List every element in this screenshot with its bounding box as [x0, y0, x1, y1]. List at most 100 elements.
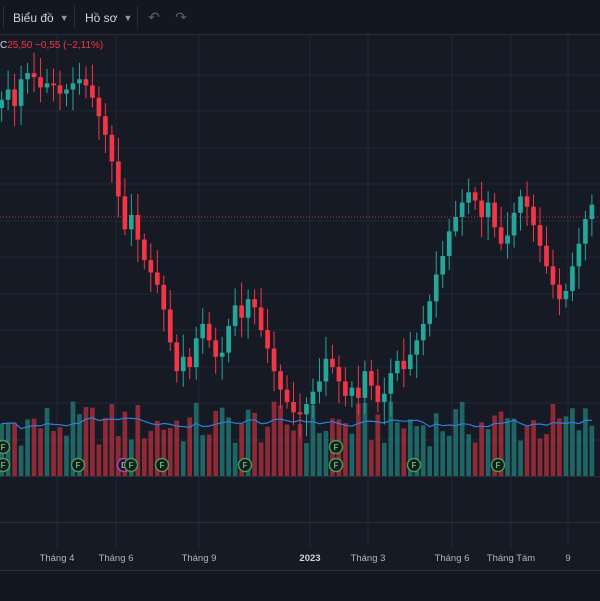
event-marker	[490, 457, 506, 473]
time-axis[interactable]: Tháng 4 Tháng 6 Tháng 9 2023 Tháng 3 Thá…	[0, 548, 600, 570]
redo-icon[interactable]: ↷	[175, 9, 187, 25]
candle-body	[407, 354, 413, 370]
volume-bar	[187, 417, 193, 476]
volume-bar	[200, 435, 206, 476]
volume-bar	[213, 410, 219, 476]
volume-bar	[310, 405, 316, 476]
volume-bar	[362, 403, 368, 476]
volume-bar	[466, 434, 471, 476]
candle-body	[245, 299, 251, 318]
candle-body	[343, 381, 348, 396]
volume-bar	[167, 428, 173, 476]
volume-bar	[485, 429, 491, 476]
volume-bar	[401, 428, 407, 476]
event-marker-label: F	[334, 443, 339, 452]
volume-bar	[550, 403, 556, 476]
candle-body	[200, 323, 206, 339]
candle-body	[570, 266, 575, 291]
volume-bar	[291, 430, 296, 476]
volume-bar	[18, 445, 24, 476]
bottom-toolbar	[0, 570, 600, 601]
volume-bar	[518, 440, 523, 476]
volume-bar	[557, 418, 562, 476]
volume-bar	[25, 419, 30, 476]
volume-bar	[174, 420, 180, 476]
volume-bar	[589, 425, 595, 476]
volume-bar	[180, 441, 186, 476]
volume-bar	[537, 438, 543, 476]
volume-ma-line	[1, 417, 592, 430]
event-marker	[123, 457, 139, 473]
volume-bar	[77, 414, 82, 476]
volume-bar	[414, 426, 420, 476]
candle-body	[485, 202, 491, 217]
event-marker	[0, 457, 11, 473]
candle-body	[239, 305, 244, 318]
candle-body	[213, 340, 219, 357]
volume-bar	[239, 423, 244, 476]
undo-icon[interactable]: ↶	[148, 9, 160, 25]
volume-bar	[583, 408, 588, 476]
candle-body	[77, 79, 82, 84]
volume-bar	[129, 439, 134, 476]
chevron-down-icon: ▼	[59, 13, 69, 23]
chart-menu-button[interactable]: Biểu đồ ▼	[13, 8, 69, 28]
volume-bar	[576, 430, 582, 476]
volume-bar	[206, 434, 212, 476]
candle-body	[187, 356, 193, 368]
pane-divider[interactable]	[0, 522, 600, 523]
candle-body	[219, 352, 225, 357]
candle-body	[38, 77, 43, 88]
volume-bar	[141, 438, 147, 476]
volume-bar	[381, 442, 387, 476]
candle-body	[498, 227, 504, 244]
candle-body	[206, 323, 212, 341]
volume-bar	[90, 407, 95, 476]
volume-bar	[44, 407, 50, 476]
candle-body	[103, 116, 108, 135]
volume-bar	[427, 446, 433, 476]
candle-body	[583, 219, 588, 244]
volume-bar	[258, 442, 264, 476]
volume-bar	[453, 409, 459, 476]
candle-body	[440, 256, 446, 275]
x-tick: Tháng 9	[181, 553, 217, 564]
candle-body	[174, 342, 180, 372]
candle-body	[167, 309, 173, 343]
candle-body	[284, 389, 290, 402]
candle-body	[64, 89, 69, 94]
event-marker	[237, 457, 253, 473]
event-marker	[70, 457, 86, 473]
candle-body	[420, 323, 426, 341]
profile-menu-button[interactable]: Hồ sơ ▼	[85, 8, 132, 28]
candle-body	[531, 206, 536, 226]
volume-bar	[479, 422, 484, 476]
volume-bar	[83, 407, 89, 476]
candle-body	[297, 412, 303, 415]
candle-body	[141, 239, 147, 261]
volume-bar	[232, 442, 238, 476]
volume-bar	[356, 403, 361, 476]
candle-body	[180, 356, 186, 372]
candle-body	[362, 371, 368, 398]
volume-bar	[498, 411, 504, 476]
candle-body	[154, 272, 160, 285]
event-marker	[328, 457, 344, 473]
toolbar-separator	[74, 6, 75, 28]
candle-body	[323, 358, 329, 382]
x-tick: Tháng Tám	[486, 553, 536, 564]
volume-bar	[38, 428, 43, 476]
legend-close-prefix: C	[0, 40, 8, 51]
volume-bar	[349, 433, 355, 476]
pane-divider[interactable]	[0, 476, 600, 477]
price-chart[interactable]: FFFDFFFFFFF	[0, 0, 600, 548]
candle-body	[135, 214, 141, 240]
volume-bar	[252, 412, 257, 476]
volume-bar	[116, 436, 121, 476]
volume-bar	[12, 422, 17, 476]
candle-body	[472, 192, 478, 201]
candle-body	[304, 404, 309, 415]
volume-bar	[109, 404, 115, 476]
event-marker-label: F	[412, 461, 417, 470]
x-tick: 2023	[299, 553, 321, 564]
